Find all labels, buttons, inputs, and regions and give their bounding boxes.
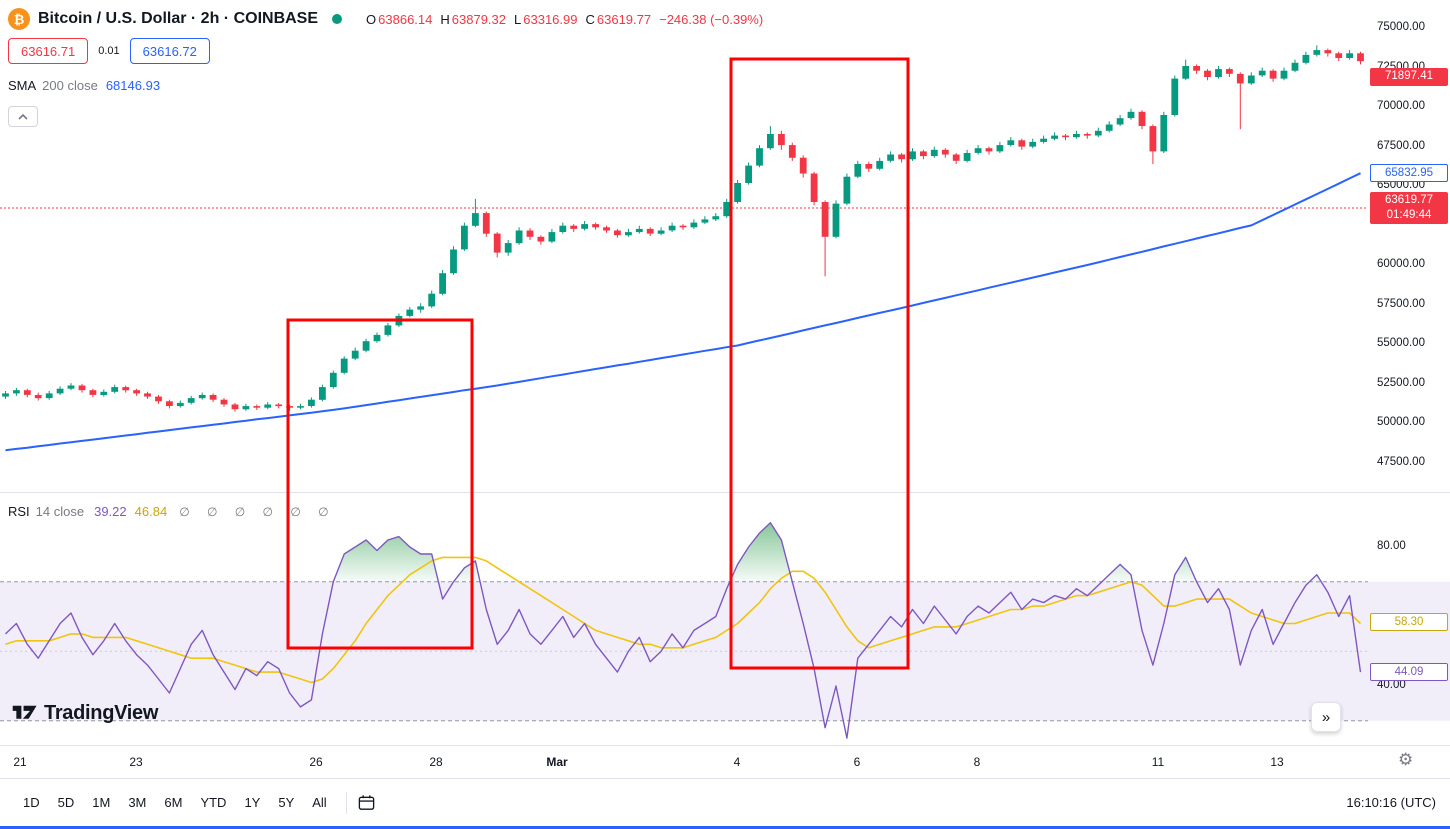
time-label: 13 xyxy=(1270,755,1284,769)
rsi-overbought-fill xyxy=(1173,557,1197,582)
range-button-ytd[interactable]: YTD xyxy=(191,790,235,815)
rsi-name: RSI xyxy=(8,504,30,519)
tradingview-logo-text: TradingView xyxy=(44,701,159,724)
collapse-legend-button[interactable] xyxy=(8,106,38,127)
rsi-ma-value: 46.84 xyxy=(134,504,168,519)
range-button-5y[interactable]: 5Y xyxy=(269,790,303,815)
rsi-empty-slots: ∅ ∅ ∅ ∅ ∅ ∅ xyxy=(179,504,336,519)
low-label: L xyxy=(514,11,522,27)
rsi-legend[interactable]: RSI 14 close 39.22 46.84 ∅ ∅ ∅ ∅ ∅ ∅ xyxy=(8,504,336,519)
buy-ask-button[interactable]: 63616.72 xyxy=(129,38,210,64)
toolbar-divider xyxy=(345,791,347,814)
time-label: 11 xyxy=(1151,755,1165,769)
sell-bid-button[interactable]: 63616.71 xyxy=(8,38,89,64)
market-status-dot xyxy=(332,14,343,24)
range-button-1y[interactable]: 1Y xyxy=(235,790,269,815)
symbol-header: ₿ Bitcoin / U.S. Dollar · 2h · COINBASE … xyxy=(8,6,763,32)
time-label: 6 xyxy=(853,755,861,769)
candles xyxy=(2,45,1364,412)
open-value: 63866.14 xyxy=(378,11,433,27)
tradingview-logo[interactable]: TradingView xyxy=(12,701,158,725)
sma-legend[interactable]: SMA 200 close 68146.93 xyxy=(8,78,160,93)
bitcoin-icon: ₿ xyxy=(8,8,30,30)
rsi-line xyxy=(5,522,1362,739)
chart-canvas[interactable] xyxy=(0,0,1450,745)
time-label: 4 xyxy=(733,755,741,769)
timezone-clock-button[interactable]: 16:10:16 (UTC) xyxy=(1346,795,1436,810)
time-label: 8 xyxy=(973,755,981,769)
range-button-3m[interactable]: 3M xyxy=(119,790,155,815)
time-label: 21 xyxy=(13,755,27,769)
spread-value: 0.01 xyxy=(98,45,120,57)
symbol-title[interactable]: Bitcoin / U.S. Dollar · 2h · COINBASE xyxy=(38,10,319,27)
rsi-overbought-fill xyxy=(1101,564,1133,582)
rsi-overbought-fill xyxy=(333,536,439,582)
sma-value: 68146.93 xyxy=(105,78,161,93)
range-button-5d[interactable]: 5D xyxy=(49,790,84,815)
sma-params: 200 close xyxy=(42,78,98,93)
time-label: 23 xyxy=(129,755,143,769)
low-value: 63316.99 xyxy=(523,11,578,27)
sma-200-line xyxy=(5,172,1361,452)
range-button-1d[interactable]: 1D xyxy=(14,790,49,815)
time-axis[interactable]: 21 23 26 28 Mar 4 6 8 11 13 ⚙ xyxy=(0,745,1450,778)
clock-timezone: (UTC) xyxy=(1400,795,1436,810)
go-to-date-button[interactable] xyxy=(357,793,376,812)
time-label: Mar xyxy=(546,755,568,769)
range-buttons: 1D 5D 1M 3M 6M YTD 1Y 5Y All xyxy=(14,790,336,815)
rsi-params: 14 close xyxy=(35,504,85,519)
tradingview-logo-icon xyxy=(12,705,37,719)
annotation-rect[interactable] xyxy=(286,318,474,650)
high-value: 63879.32 xyxy=(451,11,507,27)
axis-settings-icon[interactable]: ⚙ xyxy=(1398,750,1414,769)
calendar-icon xyxy=(358,795,374,810)
chevron-up-icon xyxy=(18,113,28,120)
change-value: −246.38 (−0.39%) xyxy=(659,11,764,27)
open-label: O xyxy=(366,11,377,27)
sma-name: SMA xyxy=(8,78,37,93)
bid-ask-row: 63616.71 0.01 63616.72 xyxy=(8,38,210,64)
scroll-to-recent-button[interactable]: » xyxy=(1311,702,1341,732)
range-button-6m[interactable]: 6M xyxy=(155,790,191,815)
close-value: 63619.77 xyxy=(596,11,652,27)
annotation-rect[interactable] xyxy=(729,57,910,670)
close-label: C xyxy=(585,11,595,27)
time-label: 28 xyxy=(429,755,443,769)
ohlc-readout: O 63866.14 H 63879.32 L 63316.99 C 63619… xyxy=(358,12,763,27)
rsi-overbought-fill xyxy=(1309,574,1322,582)
clock-time: 16:10:16 xyxy=(1346,795,1397,810)
bottom-accent-bar xyxy=(0,826,1450,829)
time-label: 26 xyxy=(309,755,323,769)
high-label: H xyxy=(440,11,450,27)
range-button-1m[interactable]: 1M xyxy=(83,790,119,815)
rsi-value: 39.22 xyxy=(94,504,127,519)
bottom-toolbar: 1D 5D 1M 3M 6M YTD 1Y 5Y All 16:10:16 (UTC) xyxy=(0,778,1450,826)
rsi-overbought-fill xyxy=(729,522,793,582)
range-button-all[interactable]: All xyxy=(303,790,335,815)
